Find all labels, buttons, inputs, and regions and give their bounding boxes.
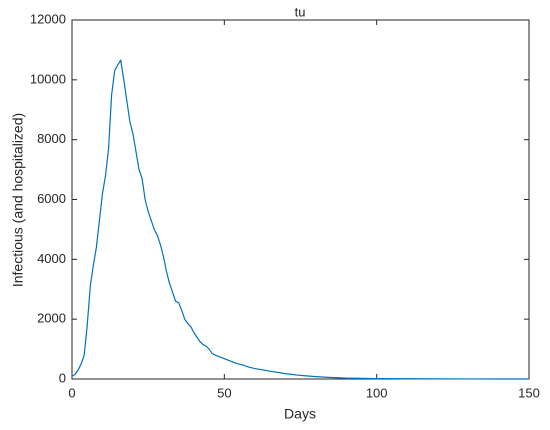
y-tick-label: 4000 [37,251,66,266]
x-tick-label: 100 [366,385,388,400]
y-tick-label: 12000 [30,11,66,26]
x-axis-label: Days [284,406,316,422]
x-tick-label: 50 [217,385,231,400]
x-tick-label: 0 [68,385,75,400]
y-axis-label: Infectious (and hospitalized) [10,113,26,287]
y-tick-label: 0 [59,370,66,385]
y-tick-label: 6000 [37,191,66,206]
chart-title: tu [295,4,306,19]
x-tick-label: 150 [518,385,540,400]
y-tick-label: 8000 [37,131,66,146]
data-line [71,58,530,380]
y-tick-label: 10000 [30,71,66,86]
y-tick-label: 2000 [37,311,66,326]
plot-area [71,19,530,380]
